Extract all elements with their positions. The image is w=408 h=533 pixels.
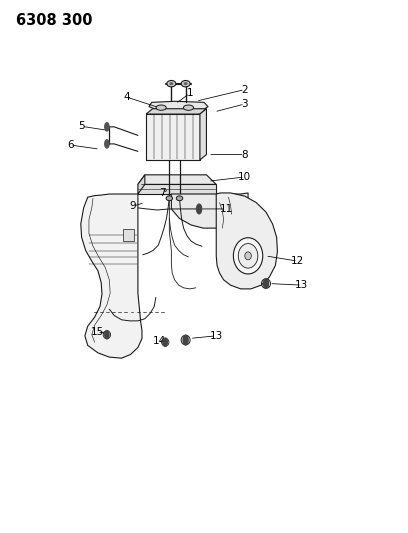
Ellipse shape bbox=[156, 105, 166, 110]
Text: 4: 4 bbox=[123, 92, 130, 102]
Ellipse shape bbox=[162, 337, 168, 347]
Ellipse shape bbox=[104, 139, 110, 149]
Text: 9: 9 bbox=[129, 201, 136, 211]
Text: 7: 7 bbox=[159, 188, 166, 198]
Ellipse shape bbox=[238, 244, 258, 268]
Ellipse shape bbox=[167, 80, 176, 87]
Ellipse shape bbox=[104, 330, 110, 340]
Text: 8: 8 bbox=[242, 150, 248, 159]
Text: 6: 6 bbox=[67, 140, 73, 150]
Polygon shape bbox=[138, 175, 216, 184]
Text: 13: 13 bbox=[295, 280, 308, 290]
Text: 2: 2 bbox=[242, 85, 248, 94]
Ellipse shape bbox=[182, 335, 189, 345]
Text: 15: 15 bbox=[91, 327, 104, 337]
Polygon shape bbox=[138, 184, 216, 194]
Text: 1: 1 bbox=[186, 88, 193, 98]
Ellipse shape bbox=[183, 105, 193, 110]
Ellipse shape bbox=[184, 82, 188, 85]
Ellipse shape bbox=[245, 252, 251, 260]
Ellipse shape bbox=[263, 278, 269, 289]
Polygon shape bbox=[123, 229, 134, 241]
Ellipse shape bbox=[166, 196, 173, 201]
Ellipse shape bbox=[104, 122, 110, 132]
Ellipse shape bbox=[176, 196, 183, 201]
Text: 11: 11 bbox=[220, 204, 233, 214]
Polygon shape bbox=[200, 109, 206, 160]
Polygon shape bbox=[149, 101, 208, 110]
Text: 10: 10 bbox=[238, 172, 251, 182]
Polygon shape bbox=[146, 114, 200, 160]
Ellipse shape bbox=[181, 80, 190, 87]
Polygon shape bbox=[81, 194, 142, 358]
Text: 13: 13 bbox=[210, 331, 223, 341]
Text: 12: 12 bbox=[291, 256, 304, 266]
Text: 3: 3 bbox=[242, 99, 248, 109]
Text: 5: 5 bbox=[78, 122, 85, 131]
Text: 14: 14 bbox=[153, 336, 166, 346]
Polygon shape bbox=[146, 109, 206, 114]
Polygon shape bbox=[138, 175, 145, 194]
Ellipse shape bbox=[196, 204, 202, 214]
Text: 6308 300: 6308 300 bbox=[16, 13, 93, 28]
Polygon shape bbox=[216, 193, 277, 289]
Polygon shape bbox=[171, 193, 248, 228]
Ellipse shape bbox=[233, 238, 263, 274]
Ellipse shape bbox=[169, 82, 173, 85]
